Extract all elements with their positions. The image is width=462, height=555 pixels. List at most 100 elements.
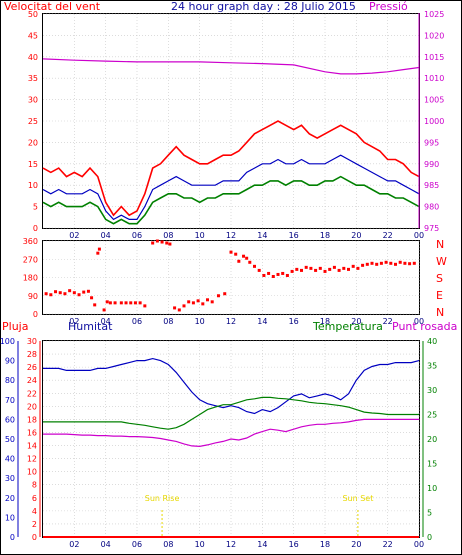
y-tick-label: 5 <box>427 509 432 518</box>
y-tick-label: 25 <box>28 117 38 126</box>
dewpoint-line <box>43 418 419 448</box>
x-tick-label: 10 <box>195 540 205 549</box>
x-tick-label: 14 <box>257 231 267 240</box>
direction-point <box>295 267 299 271</box>
direction-point <box>206 298 209 302</box>
direction-point <box>351 264 355 268</box>
x-tick-label: 22 <box>383 540 393 549</box>
x-tick-label: 12 <box>226 317 236 326</box>
direction-point <box>223 292 227 296</box>
y-tick-label: 20 <box>5 494 15 503</box>
direction-point <box>245 256 249 260</box>
y-tick-label: 0 <box>32 533 37 542</box>
direction-point <box>408 262 412 266</box>
direction-point <box>237 259 241 263</box>
x-tick-label: 06 <box>132 540 142 549</box>
x-tick-label: 04 <box>101 317 111 326</box>
direction-point <box>370 261 374 265</box>
y-tick-label: 985 <box>424 181 439 190</box>
direction-point <box>248 260 252 264</box>
x-tick-label: 14 <box>257 317 267 326</box>
y-tick-label: 25 <box>427 411 437 420</box>
direction-point <box>290 269 294 273</box>
direction-point <box>187 300 191 304</box>
x-tick-label: 14 <box>257 540 267 549</box>
y-tick-label: 4 <box>32 507 37 516</box>
x-tick-label: 18 <box>320 231 330 240</box>
tick-layer: 02 04 06 08 10 12 14 16 18 20 22 000510152025303540… <box>0 10 444 549</box>
y-tick-label: 18 <box>27 415 37 424</box>
direction-point <box>304 265 308 269</box>
x-tick-label: 00 <box>414 231 424 240</box>
x-tick-label: 10 <box>195 231 205 240</box>
direction-letter-n-bottom: N <box>436 306 444 319</box>
direction-point <box>124 301 128 305</box>
y-tick-label: 12 <box>27 455 37 464</box>
direction-point <box>347 267 350 271</box>
direction-point <box>379 261 383 265</box>
direction-point <box>58 291 62 295</box>
direction-point <box>191 301 195 305</box>
direction-point <box>300 268 303 272</box>
x-tick-label: 04 <box>101 231 111 240</box>
pressure-line <box>42 58 420 75</box>
direction-point <box>105 300 109 304</box>
direction-letter-e: E <box>436 289 443 302</box>
direction-point <box>201 302 205 306</box>
y-tick-label: 1000 <box>424 117 444 126</box>
direction-point <box>86 289 90 293</box>
direction-point <box>356 266 360 270</box>
y-tick-label: 90 <box>5 357 15 366</box>
y-tick-label: 1020 <box>424 31 444 40</box>
direction-point <box>113 301 117 305</box>
pressure-label: Pressió <box>369 0 408 13</box>
y-tick-label: 1015 <box>424 53 444 62</box>
direction-point <box>96 251 100 255</box>
temperature-line <box>43 396 419 430</box>
direction-point <box>68 289 72 293</box>
y-tick-label: 70 <box>5 396 15 405</box>
y-tick-label: 22 <box>27 389 37 398</box>
direction-point <box>196 299 200 303</box>
y-tick-label: 995 <box>424 138 439 147</box>
direction-point <box>49 293 53 297</box>
x-tick-label: 12 <box>226 231 236 240</box>
y-tick-label: 50 <box>28 10 38 19</box>
direction-point <box>155 239 159 243</box>
direction-point <box>72 291 76 295</box>
humidity-line <box>43 357 420 415</box>
grid-layer <box>43 13 420 538</box>
direction-point <box>151 241 155 245</box>
y-tick-label: 180 <box>23 274 38 283</box>
direction-letter-w: W <box>436 255 447 268</box>
x-tick-label: 18 <box>320 317 330 326</box>
direction-points-layer <box>44 239 416 312</box>
direction-point <box>177 308 181 312</box>
y-tick-label: 16 <box>27 428 37 437</box>
direction-letter-n-top: N <box>436 238 444 251</box>
y-tick-label: 26 <box>27 363 37 372</box>
direction-point <box>44 292 48 296</box>
x-tick-label: 04 <box>101 540 111 549</box>
direction-point <box>168 242 172 246</box>
direction-point <box>138 301 142 305</box>
y-tick-label: 0 <box>33 310 38 319</box>
x-tick-label: 22 <box>383 317 393 326</box>
y-tick-label: 30 <box>28 96 38 105</box>
wind-label: Velocitat del vent <box>4 0 101 13</box>
y-tick-label: 980 <box>424 203 439 212</box>
direction-point <box>143 304 147 308</box>
y-tick-label: 15 <box>427 460 437 469</box>
direction-point <box>384 260 388 264</box>
direction-point <box>375 262 379 266</box>
direction-point <box>257 268 261 272</box>
direction-point <box>82 290 86 294</box>
y-tick-label: 2 <box>32 520 37 529</box>
direction-point <box>398 260 402 264</box>
direction-point <box>165 241 169 245</box>
x-tick-label: 12 <box>226 540 236 549</box>
x-tick-label: 06 <box>132 317 142 326</box>
y-tick-label: 20 <box>28 138 38 147</box>
dewpoint-label: Punt rosada <box>392 320 457 333</box>
